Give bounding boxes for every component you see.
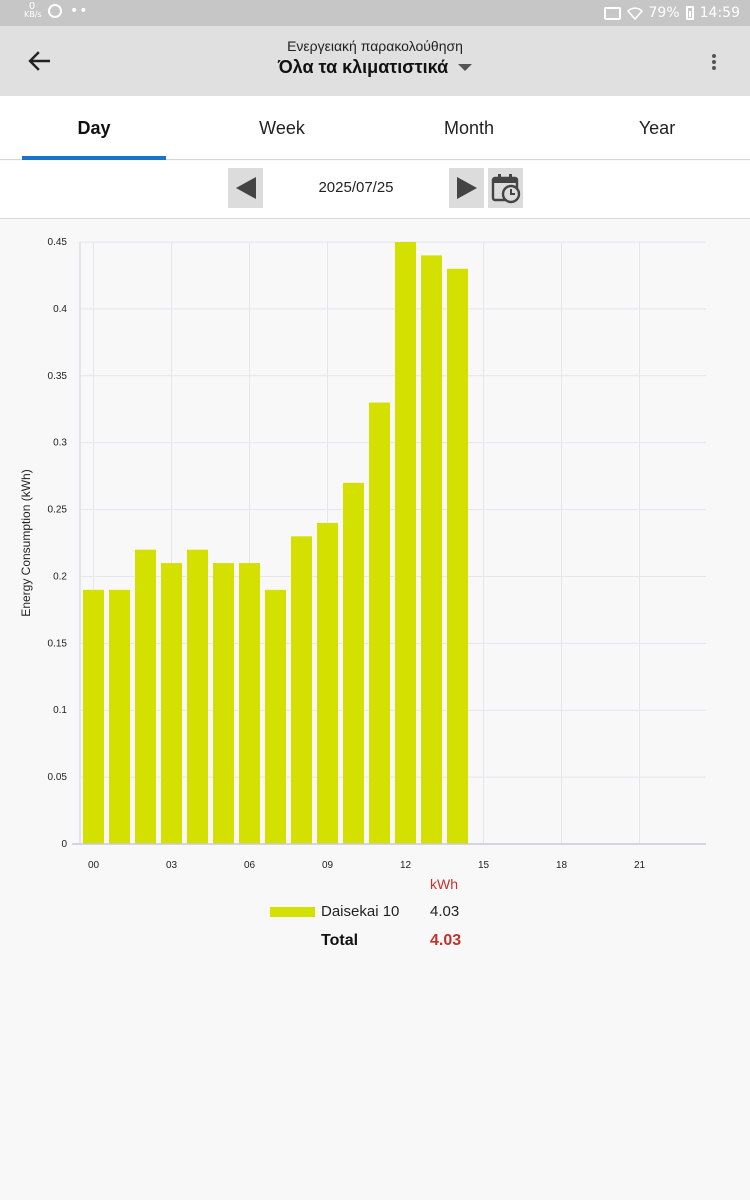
tab-day[interactable]: Day — [22, 96, 166, 160]
energy-chart-svg: 0 0.05 0.1 0.15 0.2 0.25 0.3 0.35 0.4 0.45 00 03 06 0… — [19, 237, 706, 871]
dot-icon — [712, 54, 716, 58]
y-tick-label: 0 — [61, 839, 67, 850]
back-button[interactable] — [22, 45, 56, 77]
tab-month-label: Month — [443, 117, 495, 138]
previous-day-button[interactable] — [228, 168, 263, 208]
y-tick-label: 0.35 — [48, 371, 68, 382]
dot-icon — [712, 66, 716, 70]
bar-hour-13[interactable] — [421, 255, 442, 844]
bar-hour-8[interactable] — [291, 536, 312, 844]
y-tick-label: 0.25 — [48, 505, 68, 516]
network-speed-value: 0 — [28, 1, 36, 12]
y-tick-label: 0.3 — [53, 438, 67, 449]
device-selector[interactable]: Όλα τα κλιματιστικά — [277, 57, 473, 78]
play-left-icon — [235, 177, 256, 199]
bar-hour-6[interactable] — [239, 563, 260, 844]
total-value: 4.03 — [430, 932, 462, 949]
y-tick-label: 0.45 — [48, 237, 68, 248]
x-tick-label: 03 — [166, 860, 178, 871]
y-tick-label: 0.1 — [53, 705, 67, 716]
dot-icon — [712, 60, 716, 64]
legend-device-value: 4.03 — [430, 903, 460, 920]
bar-hour-5[interactable] — [213, 563, 234, 844]
cast-icon — [603, 6, 621, 20]
tab-week[interactable]: Week — [210, 96, 354, 160]
more-notifications-icon: •• — [70, 3, 89, 19]
legend-panel: kWh Daisekai 10 4.03 Total 4.03 — [0, 870, 750, 960]
bar-hour-3[interactable] — [161, 563, 182, 844]
clock: 14:59 — [699, 5, 740, 21]
tab-day-label: Day — [77, 117, 111, 138]
legend-swatch — [270, 907, 315, 917]
y-tick-label: 0.05 — [48, 772, 68, 783]
selected-date: 2025/07/25 — [318, 179, 394, 196]
arrow-left-icon — [28, 51, 50, 71]
bar-hour-9[interactable] — [317, 522, 338, 844]
x-tick-label: 00 — [88, 860, 100, 871]
network-speed: 0 KB/s — [24, 1, 42, 19]
battery-icon — [685, 6, 694, 20]
bar-hour-12[interactable] — [395, 242, 416, 844]
tab-month[interactable]: Month — [397, 96, 541, 160]
x-tick-label: 21 — [634, 860, 646, 871]
bar-hour-0[interactable] — [83, 589, 104, 844]
y-tick-label: 0.15 — [48, 638, 68, 649]
bar-hour-11[interactable] — [369, 402, 390, 844]
network-speed-unit: KB/s — [24, 10, 42, 19]
device-selector-label: Όλα τα κλιματιστικά — [277, 57, 449, 77]
y-tick-label: 0.2 — [53, 571, 67, 582]
x-tick-label: 18 — [556, 860, 568, 871]
date-navigator: 2025/07/25 — [0, 161, 750, 219]
battery-percentage: 79% — [648, 5, 680, 21]
x-tick-label: 09 — [322, 860, 334, 871]
x-tick-label: 15 — [478, 860, 490, 871]
play-right-icon — [456, 177, 477, 199]
next-day-button[interactable] — [449, 168, 484, 208]
wifi-icon — [626, 7, 643, 21]
tab-week-label: Week — [259, 117, 305, 138]
app-bar: Ενεργειακή παρακολούθηση Όλα τα κλιματισ… — [0, 26, 750, 96]
bar-hour-7[interactable] — [265, 589, 286, 844]
y-axis-label: Energy Consumption (kWh) — [19, 469, 33, 616]
period-tabs: Day Week Month Year — [0, 96, 750, 160]
x-tick-label: 06 — [244, 860, 256, 871]
tab-year-label: Year — [638, 117, 676, 138]
status-bar: 0 KB/s •• 79% 14:59 — [0, 0, 750, 26]
bar-hour-14[interactable] — [447, 268, 468, 844]
screen-subtitle: Ενεργειακή παρακολούθηση — [287, 38, 463, 54]
bar-hour-2[interactable] — [135, 549, 156, 844]
calendar-button[interactable] — [488, 168, 523, 208]
total-label: Total — [321, 932, 359, 949]
bar-hour-4[interactable] — [187, 549, 208, 844]
y-tick-label: 0.4 — [53, 304, 67, 315]
tab-year[interactable]: Year — [585, 96, 729, 160]
energy-chart: 0 0.05 0.1 0.15 0.2 0.25 0.3 0.35 0.4 0.45 00 03 06 0… — [0, 220, 750, 880]
dropdown-caret-icon — [458, 64, 473, 71]
sync-icon — [48, 4, 62, 18]
calendar-clock-icon — [491, 174, 520, 204]
x-tick-label: 12 — [400, 860, 412, 871]
legend-unit: kWh — [430, 876, 458, 892]
bar-hour-1[interactable] — [109, 589, 130, 844]
bar-hour-10[interactable] — [343, 482, 364, 844]
legend-device-name: Daisekai 10 — [321, 903, 400, 920]
overflow-menu-button[interactable] — [704, 52, 724, 72]
title-block: Ενεργειακή παρακολούθηση Όλα τα κλιματισ… — [0, 38, 750, 78]
